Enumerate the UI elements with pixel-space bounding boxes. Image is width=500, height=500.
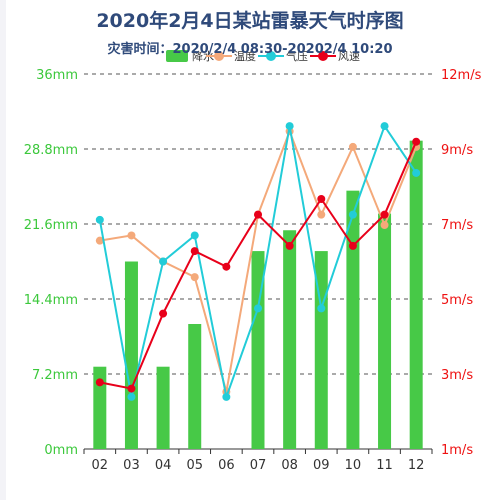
right-axis-tick-label: 7m/s (441, 218, 473, 233)
pressure-point (380, 122, 389, 131)
temperature-point (190, 273, 199, 282)
left-axis-tick-label: 0mm (44, 443, 78, 458)
wind-speed-point (348, 241, 357, 250)
legend-label[interactable]: 风速 (338, 50, 360, 63)
right-axis-tick-label: 5m/s (441, 293, 473, 308)
legend-swatch-dot[interactable] (266, 51, 276, 61)
pressure-point (317, 304, 326, 313)
precip-bar (156, 366, 170, 449)
temperature-point (95, 236, 104, 245)
chart-subtitle: 灾害时间：2020/2/4 08:30-20202/4 10:20 (107, 42, 393, 57)
right-axis-tick-label: 9m/s (441, 143, 473, 158)
wind-speed-point (254, 210, 262, 219)
legend-swatch-dot[interactable] (318, 51, 328, 61)
x-axis-tick-label: 02 (92, 458, 109, 473)
precip-bar (93, 366, 107, 449)
pressure-point (285, 122, 294, 131)
precip-bar (409, 140, 423, 449)
right-axis-tick-label: 12m/s (441, 68, 482, 83)
left-axis-tick-label: 28.8mm (24, 143, 78, 158)
wind-speed-point (412, 137, 421, 146)
legend-swatch-bar[interactable] (166, 50, 188, 62)
legend-label[interactable]: 温度 (234, 49, 256, 63)
wind-speed-point (127, 384, 136, 393)
x-axis-tick-label: 09 (313, 458, 330, 473)
x-axis-tick-label: 07 (250, 458, 267, 473)
left-axis-tick-label: 7.2mm (32, 368, 78, 383)
pressure-point (412, 168, 421, 177)
wind-speed-point (285, 241, 294, 250)
pressure-point (95, 215, 104, 224)
x-axis-tick-label: 12 (408, 458, 425, 473)
temperature-point (127, 231, 136, 240)
pressure-point (254, 304, 262, 313)
left-axis-tick-label: 14.4mm (24, 293, 78, 308)
x-axis-tick-label: 10 (345, 458, 362, 473)
left-edge-strip (0, 0, 6, 500)
x-axis-tick-label: 03 (123, 458, 140, 473)
precip-bar (188, 324, 202, 449)
precip-bar (283, 230, 297, 449)
legend-label[interactable]: 降水 (192, 49, 214, 63)
pressure-point (348, 210, 357, 219)
x-axis-tick-label: 11 (376, 458, 393, 473)
wind-speed-point (222, 262, 231, 271)
right-axis-tick-label: 1m/s (441, 443, 473, 458)
precip-bar (251, 251, 265, 449)
precip-bar (124, 261, 138, 449)
x-axis-tick-label: 04 (155, 458, 172, 473)
right-axis-tick-label: 3m/s (441, 368, 473, 383)
temperature-point (317, 210, 326, 219)
chart-title: 2020年2月4日某站雷暴天气时序图 (96, 10, 404, 32)
wind-speed-point (95, 378, 104, 387)
legend-label[interactable]: 气压 (286, 49, 308, 63)
pressure-point (127, 392, 136, 401)
temperature-point (348, 142, 357, 151)
precip-bar (378, 213, 392, 449)
precip-bar (346, 190, 360, 449)
wind-speed-point (190, 247, 199, 256)
wind-speed-point (159, 309, 168, 318)
left-axis-tick-label: 21.6mm (24, 218, 78, 233)
temperature-point (380, 221, 389, 230)
pressure-point (222, 392, 231, 401)
pressure-point (190, 231, 199, 240)
x-axis-tick-label: 08 (281, 458, 298, 473)
left-axis-tick-label: 36mm (36, 68, 78, 83)
x-axis-tick-label: 06 (218, 458, 235, 473)
legend-swatch-dot[interactable] (214, 51, 224, 61)
x-axis-tick-label: 05 (186, 458, 203, 473)
wind-speed-point (317, 195, 326, 203)
wind-speed-point (380, 210, 389, 219)
pressure-point (159, 257, 168, 266)
